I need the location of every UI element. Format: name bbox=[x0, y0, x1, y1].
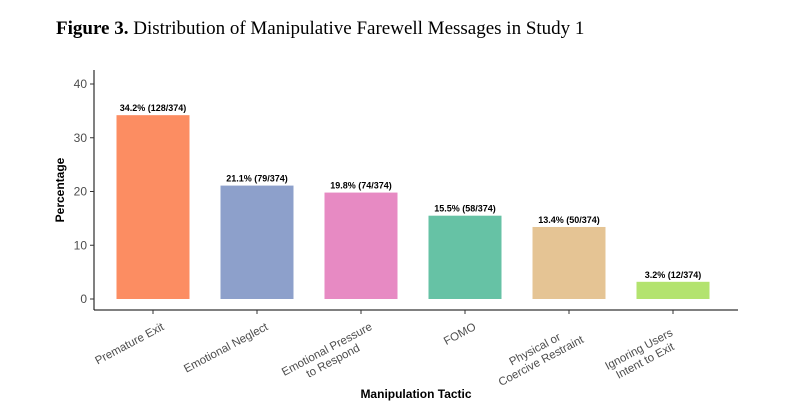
x-tick-label: Premature Exit bbox=[93, 321, 166, 368]
y-axis-title: Percentage bbox=[53, 157, 67, 222]
bar bbox=[220, 185, 294, 299]
bar bbox=[636, 281, 710, 299]
y-tick-label: 0 bbox=[80, 292, 87, 306]
x-axis-title: Manipulation Tactic bbox=[360, 387, 471, 401]
x-tick-label: Ignoring UsersIntent to Exit bbox=[603, 327, 681, 384]
x-tick-label: FOMO bbox=[442, 321, 478, 348]
figure-title: Figure 3. Distribution of Manipulative F… bbox=[56, 18, 584, 40]
bar bbox=[116, 115, 190, 299]
figure-caption: Distribution of Manipulative Farewell Me… bbox=[133, 18, 585, 39]
x-tick-label: Emotional Neglect bbox=[182, 321, 271, 376]
bar-data-label: 13.4% (50/374) bbox=[538, 215, 600, 225]
x-tick-label: Physical orCoercive Restraint bbox=[491, 322, 587, 389]
bar-data-label: 19.8% (74/374) bbox=[330, 181, 392, 191]
x-tick-label: Emotional Pressureto Respond bbox=[280, 321, 380, 390]
x-tick-label-line: Premature Exit bbox=[93, 321, 166, 368]
bar bbox=[428, 215, 502, 299]
y-tick-label: 10 bbox=[74, 238, 88, 252]
bar-data-label: 21.1% (79/374) bbox=[226, 174, 288, 184]
figure-label: Figure 3. bbox=[56, 18, 129, 39]
y-tick-label: 30 bbox=[74, 131, 88, 145]
x-tick-label-line: FOMO bbox=[442, 321, 478, 348]
bar-data-label: 34.2% (128/374) bbox=[120, 103, 187, 113]
bar-data-label: 3.2% (12/374) bbox=[645, 270, 702, 280]
y-tick-label: 20 bbox=[74, 185, 88, 199]
x-tick-label-line: Emotional Neglect bbox=[182, 321, 271, 376]
bar-data-label: 15.5% (58/374) bbox=[434, 204, 496, 214]
bar bbox=[532, 226, 606, 299]
bar bbox=[324, 192, 398, 299]
y-tick-label: 40 bbox=[74, 77, 88, 91]
